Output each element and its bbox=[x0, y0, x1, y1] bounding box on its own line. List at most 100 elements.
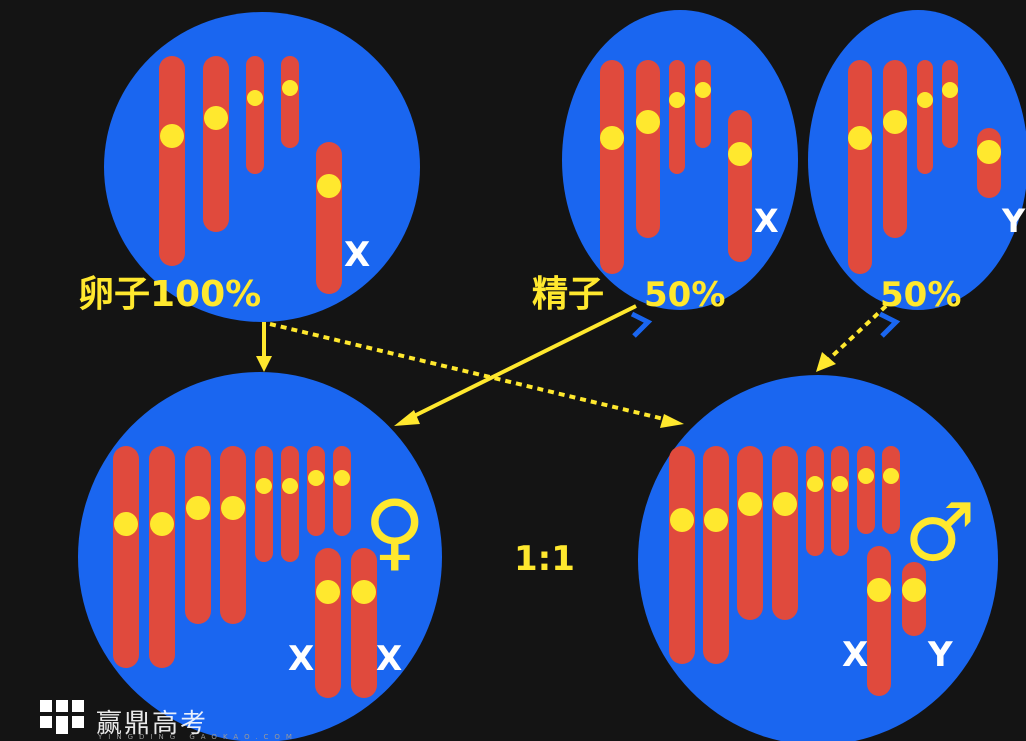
egg-to-female-arrowhead bbox=[256, 356, 272, 372]
sperm-x-chromosome bbox=[695, 60, 711, 148]
centromere bbox=[917, 92, 933, 108]
centromere bbox=[600, 126, 624, 150]
sperm-y-sex-chromosome bbox=[977, 128, 1001, 198]
centromere bbox=[669, 92, 685, 108]
male-x-chromosome bbox=[867, 546, 891, 696]
centromere bbox=[334, 470, 350, 486]
male-x-label: X bbox=[842, 635, 868, 675]
male-chromosome bbox=[669, 446, 695, 664]
ratio-label: 1:1 bbox=[514, 539, 575, 579]
sperm-y-to-male-arrowhead bbox=[816, 352, 836, 372]
centromere bbox=[352, 580, 376, 604]
egg-to-male-arrow bbox=[269, 322, 669, 422]
chromosome-arm bbox=[848, 60, 872, 274]
chromosome-arm bbox=[113, 446, 139, 668]
centromere bbox=[247, 90, 263, 106]
egg-chromosome bbox=[159, 56, 185, 266]
centromere bbox=[883, 110, 907, 134]
male-y-chromosome bbox=[902, 562, 926, 636]
chromosome-arm bbox=[883, 60, 907, 238]
centromere bbox=[807, 476, 823, 492]
sperm-label: 精子 bbox=[532, 274, 604, 315]
sperm-y-chromosome bbox=[942, 60, 958, 148]
female-x-chromosome bbox=[315, 548, 341, 698]
chromosome-arm bbox=[281, 446, 299, 562]
egg-label: 卵子100% bbox=[78, 274, 261, 315]
egg-sex-chromosome bbox=[316, 142, 342, 294]
sperm-y-chromosome bbox=[883, 60, 907, 238]
centromere bbox=[256, 478, 272, 494]
centromere bbox=[160, 124, 184, 148]
sperm-y-to-male-arrow bbox=[826, 304, 888, 362]
male-y-label: Y bbox=[927, 635, 953, 675]
centromere bbox=[728, 142, 752, 166]
centromere bbox=[704, 508, 728, 532]
centromere bbox=[186, 496, 210, 520]
chromosome-arm bbox=[857, 446, 875, 534]
centromere bbox=[695, 82, 711, 98]
chromosome-arm bbox=[159, 56, 185, 266]
female-symbol: ♀ bbox=[364, 482, 426, 580]
male-chromosome bbox=[772, 446, 798, 620]
centromere bbox=[636, 110, 660, 134]
logo-mark bbox=[40, 700, 84, 734]
chromosome-arm bbox=[882, 446, 900, 534]
female-chromosome bbox=[149, 446, 175, 668]
sperm-x-chromosome bbox=[669, 60, 685, 174]
centromere bbox=[150, 512, 174, 536]
chromosome-arm bbox=[220, 446, 246, 624]
chromosome-arm bbox=[831, 446, 849, 556]
watermark-brand: 赢鼎高考 bbox=[96, 709, 209, 739]
female-x1-label: X bbox=[288, 639, 314, 679]
centromere bbox=[848, 126, 872, 150]
centromere bbox=[773, 492, 797, 516]
chromosome-arm bbox=[728, 110, 752, 262]
male-chromosome bbox=[703, 446, 729, 664]
male-chromosome bbox=[737, 446, 763, 620]
sperm-x-to-female-arrow bbox=[409, 304, 637, 420]
female-chromosome bbox=[220, 446, 246, 624]
chromosome-arm bbox=[203, 56, 229, 232]
centromere bbox=[282, 80, 298, 96]
centromere bbox=[902, 578, 926, 602]
sperm-x-label: X bbox=[754, 202, 779, 240]
sperm-x-chromosome bbox=[636, 60, 660, 238]
egg-x-label: X bbox=[344, 235, 370, 275]
chromosome-arm bbox=[255, 446, 273, 562]
centromere bbox=[221, 496, 245, 520]
chromosome-arm bbox=[281, 56, 299, 148]
female-chromosome bbox=[307, 446, 325, 536]
centromere bbox=[670, 508, 694, 532]
male-chromosome bbox=[882, 446, 900, 534]
centromere bbox=[282, 478, 298, 494]
centromere bbox=[858, 468, 874, 484]
male-symbol: ♂ bbox=[904, 486, 976, 579]
sperm-y-label: Y bbox=[1001, 202, 1026, 240]
male-chromosome bbox=[857, 446, 875, 534]
watermark-sub: YINGDING GAOKAO.COM bbox=[98, 733, 298, 741]
female-x-chromosome bbox=[351, 548, 377, 698]
centromere bbox=[867, 578, 891, 602]
male-chromosome bbox=[831, 446, 849, 556]
male-chromosome bbox=[806, 446, 824, 556]
chromosome-arm bbox=[942, 60, 958, 148]
chromosome-arm bbox=[695, 60, 711, 148]
centromere bbox=[832, 476, 848, 492]
egg-chromosome bbox=[281, 56, 299, 148]
chromosome-arm bbox=[772, 446, 798, 620]
chromosome-arm bbox=[149, 446, 175, 668]
chromosome-arm bbox=[185, 446, 211, 624]
centromere bbox=[942, 82, 958, 98]
chromosome-arm bbox=[316, 142, 342, 294]
sperm-y-chromosome bbox=[917, 60, 933, 174]
chromosome-arm bbox=[867, 546, 891, 696]
female-chromosome bbox=[281, 446, 299, 562]
sperm-x-percent: 50% bbox=[644, 275, 725, 315]
chromosome-arm bbox=[806, 446, 824, 556]
sperm-x-bracket-mark bbox=[630, 311, 653, 338]
chromosome-arm bbox=[636, 60, 660, 238]
centromere bbox=[317, 174, 341, 198]
centromere bbox=[204, 106, 228, 130]
egg-to-male-arrowhead bbox=[660, 414, 684, 428]
centromere bbox=[977, 140, 1001, 164]
